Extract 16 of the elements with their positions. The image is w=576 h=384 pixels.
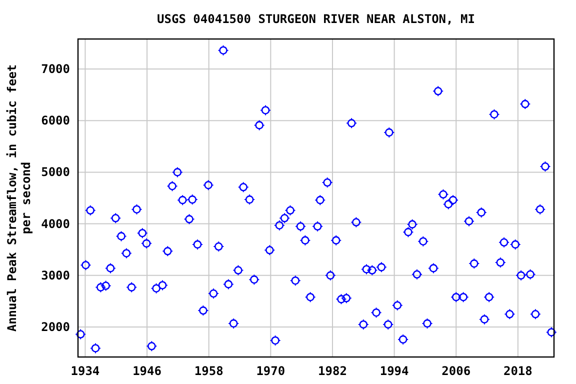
y-tick-label: 7000	[41, 62, 70, 76]
y-tick-label: 3000	[41, 268, 70, 282]
x-tick-label: 1946	[132, 364, 162, 378]
y-axis-title: Annual Peak Streamflow, in cubic feet per second	[5, 64, 33, 332]
x-tick-label: 1982	[318, 364, 347, 378]
y-tick-label: 2000	[41, 320, 70, 334]
x-tick-label: 1958	[194, 364, 224, 378]
x-tick-label: 2018	[503, 364, 532, 378]
x-tick-label: 1994	[380, 364, 409, 378]
y-tick-label: 4000	[41, 216, 70, 231]
x-tick-label: 2006	[442, 364, 471, 378]
y-tick-label: 5000	[41, 165, 70, 180]
x-tick-label: 1934	[70, 364, 100, 378]
y-tick-label: 6000	[41, 114, 70, 128]
x-tick-label: 1970	[256, 364, 286, 378]
chart-title: USGS 04041500 STURGEON RIVER NEAR ALSTON, MI	[157, 12, 475, 26]
